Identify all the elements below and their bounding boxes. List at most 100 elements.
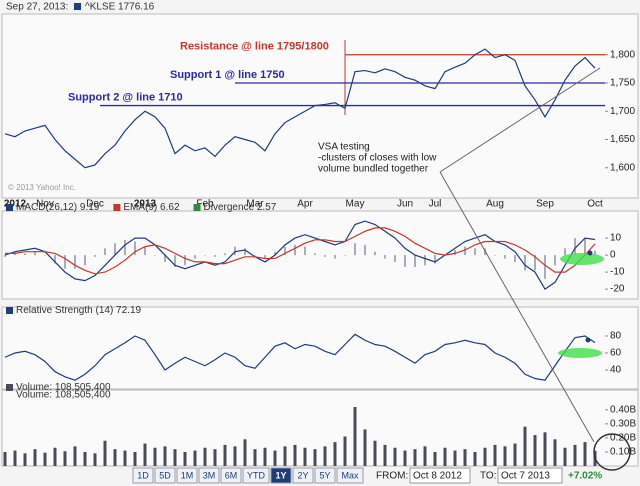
volume-bar (183, 451, 187, 466)
divergence-bar (564, 248, 566, 256)
volume-bar (73, 446, 77, 466)
range-label[interactable]: 6M (225, 470, 238, 480)
volume-bar (83, 451, 87, 466)
divergence-bar (284, 246, 286, 256)
volume-bar (493, 444, 497, 466)
volume-bar (3, 451, 7, 466)
divergence-bar (44, 255, 46, 256)
volume-bar (573, 444, 577, 466)
range-label[interactable]: 1Y (275, 470, 286, 480)
range-button[interactable] (292, 467, 314, 484)
range-button[interactable] (176, 467, 198, 484)
x-tick-label: Apr (297, 199, 313, 210)
range-button[interactable] (154, 467, 176, 484)
volume-bar (383, 444, 387, 466)
series-line (4, 333, 596, 381)
x-tick-label: Feb (196, 199, 214, 210)
divergence-bar (84, 255, 86, 266)
divergence-bar (64, 255, 66, 269)
highlight-dot (587, 250, 593, 256)
range-label[interactable]: 5D (159, 470, 171, 480)
legend-swatch (6, 384, 13, 391)
divergence-bar (124, 239, 126, 256)
volume-bar (213, 449, 217, 466)
volume-bar (393, 447, 397, 466)
x-tick-label: May (346, 199, 365, 210)
volume-bar (233, 446, 237, 466)
legend-label: Volume: 108,505,400 (16, 382, 111, 393)
divergence-bar (254, 255, 256, 256)
volume-bar (403, 450, 407, 466)
divergence-bar (164, 255, 166, 262)
range-label[interactable]: 5Y (319, 470, 330, 480)
credit: © 2013 Yahoo! Inc. (8, 183, 76, 192)
highlight-ellipse (558, 348, 602, 358)
volume-bar (203, 447, 207, 466)
to-value[interactable]: Oct 7 2013 (501, 471, 550, 482)
divergence-bar (24, 253, 26, 256)
to-input[interactable] (497, 467, 563, 484)
reference-label: Support 1 @ line 1750 (170, 69, 285, 81)
highlight-dot (585, 337, 591, 343)
pointer-line (439, 171, 595, 443)
legend-swatch (6, 204, 13, 211)
range-button[interactable] (336, 467, 364, 484)
divergence-bar (534, 255, 536, 271)
range-button[interactable] (270, 467, 292, 484)
legend-label: Relative Strength (14) 72.19 (16, 305, 142, 316)
volume-bar (153, 447, 157, 466)
volume-bar (33, 449, 37, 466)
range-label[interactable]: 2Y (297, 470, 308, 480)
divergence-bar (334, 255, 336, 259)
x-tick-label: Dec (86, 199, 104, 210)
volume-bar (263, 447, 267, 466)
volume-bar (443, 447, 447, 466)
volume-bar (193, 450, 197, 466)
volume-bar (283, 446, 287, 466)
divergence-bar (464, 246, 466, 256)
divergence-bar (14, 253, 16, 256)
range-button[interactable] (242, 467, 270, 484)
divergence-bar (194, 255, 196, 259)
from-value[interactable]: Oct 8 2012 (413, 471, 462, 482)
divergence-bar (324, 255, 326, 257)
divergence-bar (574, 238, 576, 256)
volume-bar (293, 444, 297, 466)
volume-bar (543, 432, 547, 466)
legend-swatch (113, 204, 121, 211)
volume-bar (103, 440, 107, 466)
divergence-bar (244, 248, 246, 256)
range-button[interactable] (132, 467, 154, 484)
divergence-bar (314, 253, 316, 256)
x-tick-label: 2012 (4, 199, 27, 210)
from-input[interactable] (409, 467, 471, 484)
volume-bar (143, 443, 147, 466)
range-label[interactable]: 1M (181, 470, 194, 480)
volume-panel (1, 389, 639, 467)
volume-bar (43, 452, 47, 466)
divergence-bar (274, 251, 276, 256)
volume-bar (453, 450, 457, 466)
y-tick-label: 1,800 (610, 49, 635, 60)
volume-bar (533, 435, 537, 466)
range-button[interactable] (314, 467, 336, 484)
y-tick-label: 80 (610, 331, 622, 342)
range-label[interactable]: Max (341, 470, 359, 480)
volume-bar (313, 449, 317, 466)
volume-bar (273, 450, 277, 466)
range-label[interactable]: 1D (137, 470, 149, 480)
volume-bar (223, 444, 227, 466)
highlight-ellipse (560, 253, 604, 265)
volume-bar (253, 449, 257, 466)
range-button[interactable] (220, 467, 242, 484)
divergence-bar (144, 246, 146, 256)
volume-bar (163, 446, 167, 466)
divergence-bar (524, 255, 526, 271)
range-button[interactable] (198, 467, 220, 484)
divergence-bar (544, 255, 546, 279)
y-tick-label: -10 (610, 267, 625, 278)
reference-label: Resistance @ line 1795/1800 (180, 41, 329, 53)
volume-bar (173, 449, 177, 466)
range-label[interactable]: YTD (247, 470, 266, 480)
range-label[interactable]: 3M (203, 470, 216, 480)
